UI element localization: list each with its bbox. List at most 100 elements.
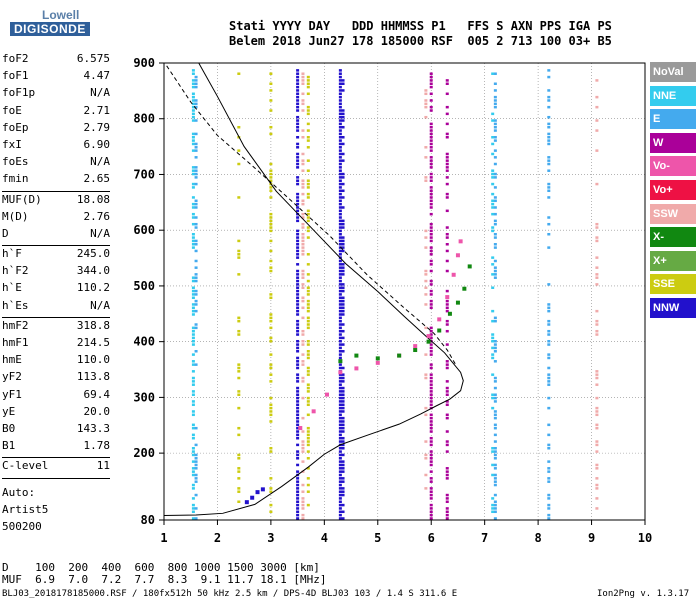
echo-dash xyxy=(269,222,273,226)
echo-dash xyxy=(306,85,310,89)
echo-dash xyxy=(301,82,305,86)
echo-dash xyxy=(191,450,195,453)
echo-dash xyxy=(194,460,198,463)
param-row: B1 1.78 xyxy=(2,439,110,456)
echo-dash xyxy=(306,79,310,82)
param-value: 69.4 xyxy=(83,387,111,401)
echo-dash xyxy=(595,497,599,500)
echo-dash xyxy=(341,403,345,407)
echo-dash xyxy=(306,212,310,216)
echo-dash xyxy=(296,517,300,520)
echo-dash xyxy=(338,313,342,316)
echo-dash xyxy=(547,356,551,360)
echo-dash xyxy=(338,192,342,196)
echo-dash xyxy=(493,453,497,457)
echo-dash xyxy=(429,400,433,403)
legend-noval: NoVal xyxy=(650,62,696,82)
echo-dash xyxy=(194,146,198,149)
echo-dash xyxy=(429,393,433,396)
echo-dash xyxy=(296,273,300,276)
echo-dash xyxy=(296,99,300,102)
echo-dash xyxy=(429,390,433,393)
echo-dash xyxy=(296,263,300,266)
echo-dash xyxy=(237,363,241,366)
echo-dash xyxy=(191,142,195,146)
echo-dash xyxy=(338,353,342,356)
echo-dash xyxy=(338,196,342,199)
echo-dash xyxy=(445,243,449,246)
trace-point xyxy=(311,409,316,414)
echo-dash xyxy=(341,306,345,310)
echo-dash xyxy=(269,259,273,263)
echo-dash xyxy=(191,182,195,186)
echo-dash xyxy=(429,426,433,430)
echo-dash xyxy=(338,172,342,176)
echo-dash xyxy=(493,380,497,383)
echo-dash xyxy=(429,176,433,179)
echo-dash xyxy=(341,239,345,243)
echo-dash xyxy=(424,353,428,356)
echo-dash xyxy=(301,273,305,276)
echo-dash xyxy=(429,350,433,353)
echo-dash xyxy=(429,480,433,483)
echo-dash xyxy=(429,457,433,460)
echo-dash xyxy=(429,470,433,473)
echo-dash xyxy=(445,343,449,346)
echo-dash xyxy=(191,276,195,279)
echo-dash xyxy=(595,477,599,480)
echo-dash xyxy=(424,413,428,417)
echo-dash xyxy=(429,440,433,443)
echo-dash xyxy=(306,146,310,149)
echo-dash xyxy=(301,497,305,500)
param-separator xyxy=(2,190,110,192)
echo-dash xyxy=(424,303,428,306)
echo-dash xyxy=(194,132,198,136)
echo-dash xyxy=(429,303,433,306)
echo-dash xyxy=(338,92,342,96)
echo-dash xyxy=(338,259,342,263)
echo-dash xyxy=(296,119,300,122)
echo-dash xyxy=(445,306,449,310)
echo-dash xyxy=(237,253,241,256)
echo-dash xyxy=(269,316,273,320)
echo-dash xyxy=(445,289,449,293)
echo-dash xyxy=(306,109,310,112)
echo-dash xyxy=(341,380,345,383)
echo-dash xyxy=(338,152,342,156)
muf-row: MUF 6.9 7.0 7.2 7.7 8.3 9.1 11.7 18.1 [M… xyxy=(2,573,327,586)
echo-dash xyxy=(194,443,198,447)
echo-dash xyxy=(491,309,495,313)
param-row: foEp 2.79 xyxy=(2,121,110,138)
echo-dash xyxy=(338,416,342,420)
echo-dash xyxy=(191,507,195,510)
param-row: fmin 2.65 xyxy=(2,172,110,189)
echo-dash xyxy=(338,376,342,380)
echo-dash xyxy=(429,109,433,112)
echo-dash xyxy=(269,410,273,413)
echo-dash xyxy=(429,199,433,203)
echo-dash xyxy=(194,149,198,152)
echo-dash xyxy=(493,136,497,139)
echo-dash xyxy=(493,119,497,122)
echo-dash xyxy=(429,413,433,417)
echo-dash xyxy=(296,500,300,503)
echo-dash xyxy=(493,463,497,467)
echo-dash xyxy=(306,450,310,453)
echo-dash xyxy=(341,446,345,450)
echo-dash xyxy=(191,483,195,487)
echo-dash xyxy=(595,236,599,239)
echo-dash xyxy=(547,69,551,72)
echo-dash xyxy=(269,487,273,490)
echo-dash xyxy=(445,443,449,447)
echo-dash xyxy=(269,196,273,199)
echo-dash xyxy=(296,166,300,169)
echo-dash xyxy=(338,263,342,266)
echo-dash xyxy=(547,246,551,249)
param-key: 500200 xyxy=(2,519,42,533)
echo-dash xyxy=(341,283,345,286)
echo-dash xyxy=(429,142,433,146)
echo-dash xyxy=(429,146,433,149)
echo-dash xyxy=(191,390,195,393)
echo-dash xyxy=(341,440,345,443)
trace-point xyxy=(244,500,249,505)
